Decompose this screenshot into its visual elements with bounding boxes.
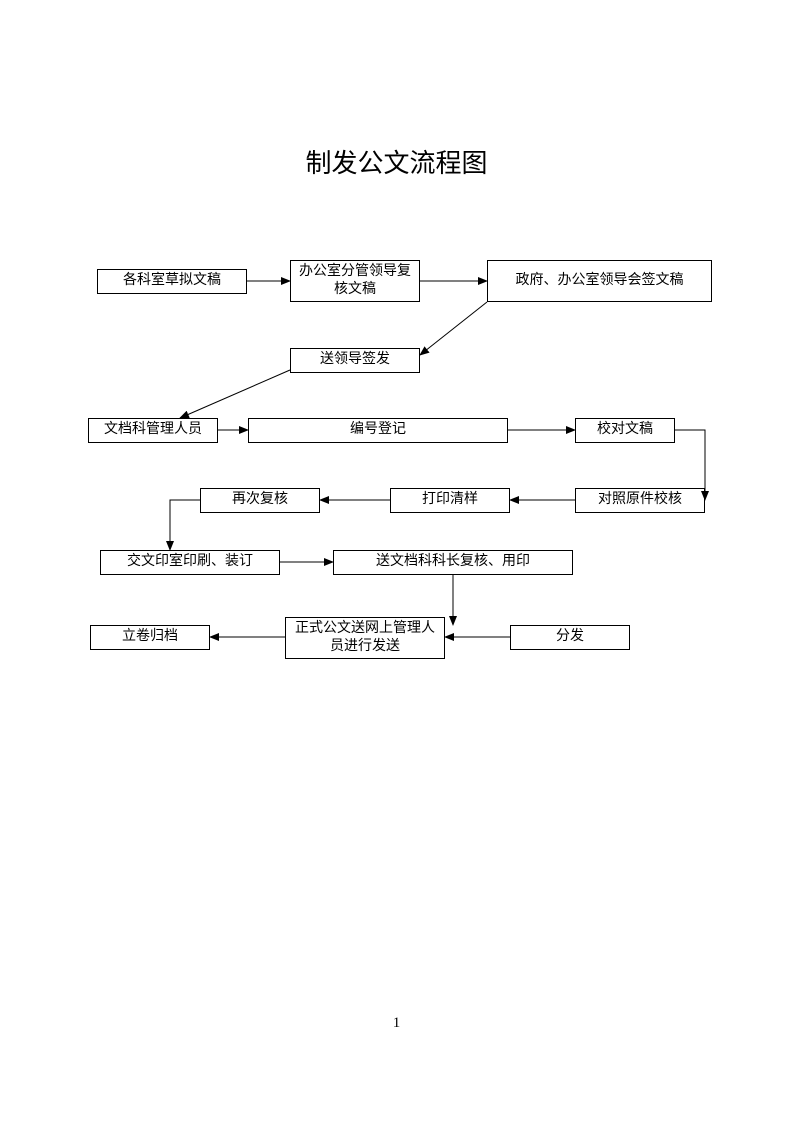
node-distribute: 分发 xyxy=(510,625,630,650)
node-register: 编号登记 xyxy=(248,418,508,443)
node-archive: 立卷归档 xyxy=(90,625,210,650)
node-archive-staff: 文档科管理人员 xyxy=(88,418,218,443)
node-label: 正式公文送网上管理人员进行发送 xyxy=(290,620,440,656)
node-label: 再次复核 xyxy=(232,491,288,509)
node-label: 办公室分管领导复核文稿 xyxy=(295,263,415,299)
node-print-bind: 交文印室印刷、装订 xyxy=(100,550,280,575)
node-chief-review-seal: 送文档科科长复核、用印 xyxy=(333,550,573,575)
node-label: 立卷归档 xyxy=(122,628,178,646)
node-leader-countersign: 政府、办公室领导会签文稿 xyxy=(487,260,712,302)
node-label: 交文印室印刷、装订 xyxy=(127,553,253,571)
node-label: 打印清样 xyxy=(422,491,478,509)
node-label: 对照原件校核 xyxy=(598,491,682,509)
node-label: 分发 xyxy=(556,628,584,646)
node-compare-original: 对照原件校核 xyxy=(575,488,705,513)
node-draft: 各科室草拟文稿 xyxy=(97,269,247,294)
node-label: 文档科管理人员 xyxy=(104,421,202,439)
node-label: 编号登记 xyxy=(350,421,406,439)
node-send-approval: 送领导签发 xyxy=(290,348,420,373)
node-label: 校对文稿 xyxy=(597,421,653,439)
node-proofread: 校对文稿 xyxy=(575,418,675,443)
page-title: 制发公文流程图 xyxy=(0,143,793,180)
node-label: 送文档科科长复核、用印 xyxy=(376,553,530,571)
page-number: 1 xyxy=(0,1015,793,1032)
node-label: 政府、办公室领导会签文稿 xyxy=(516,272,684,290)
node-recheck: 再次复核 xyxy=(200,488,320,513)
node-print-sample: 打印清样 xyxy=(390,488,510,513)
node-label: 各科室草拟文稿 xyxy=(123,272,221,290)
node-office-review: 办公室分管领导复核文稿 xyxy=(290,260,420,302)
node-label: 送领导签发 xyxy=(320,351,390,369)
node-online-send: 正式公文送网上管理人员进行发送 xyxy=(285,617,445,659)
